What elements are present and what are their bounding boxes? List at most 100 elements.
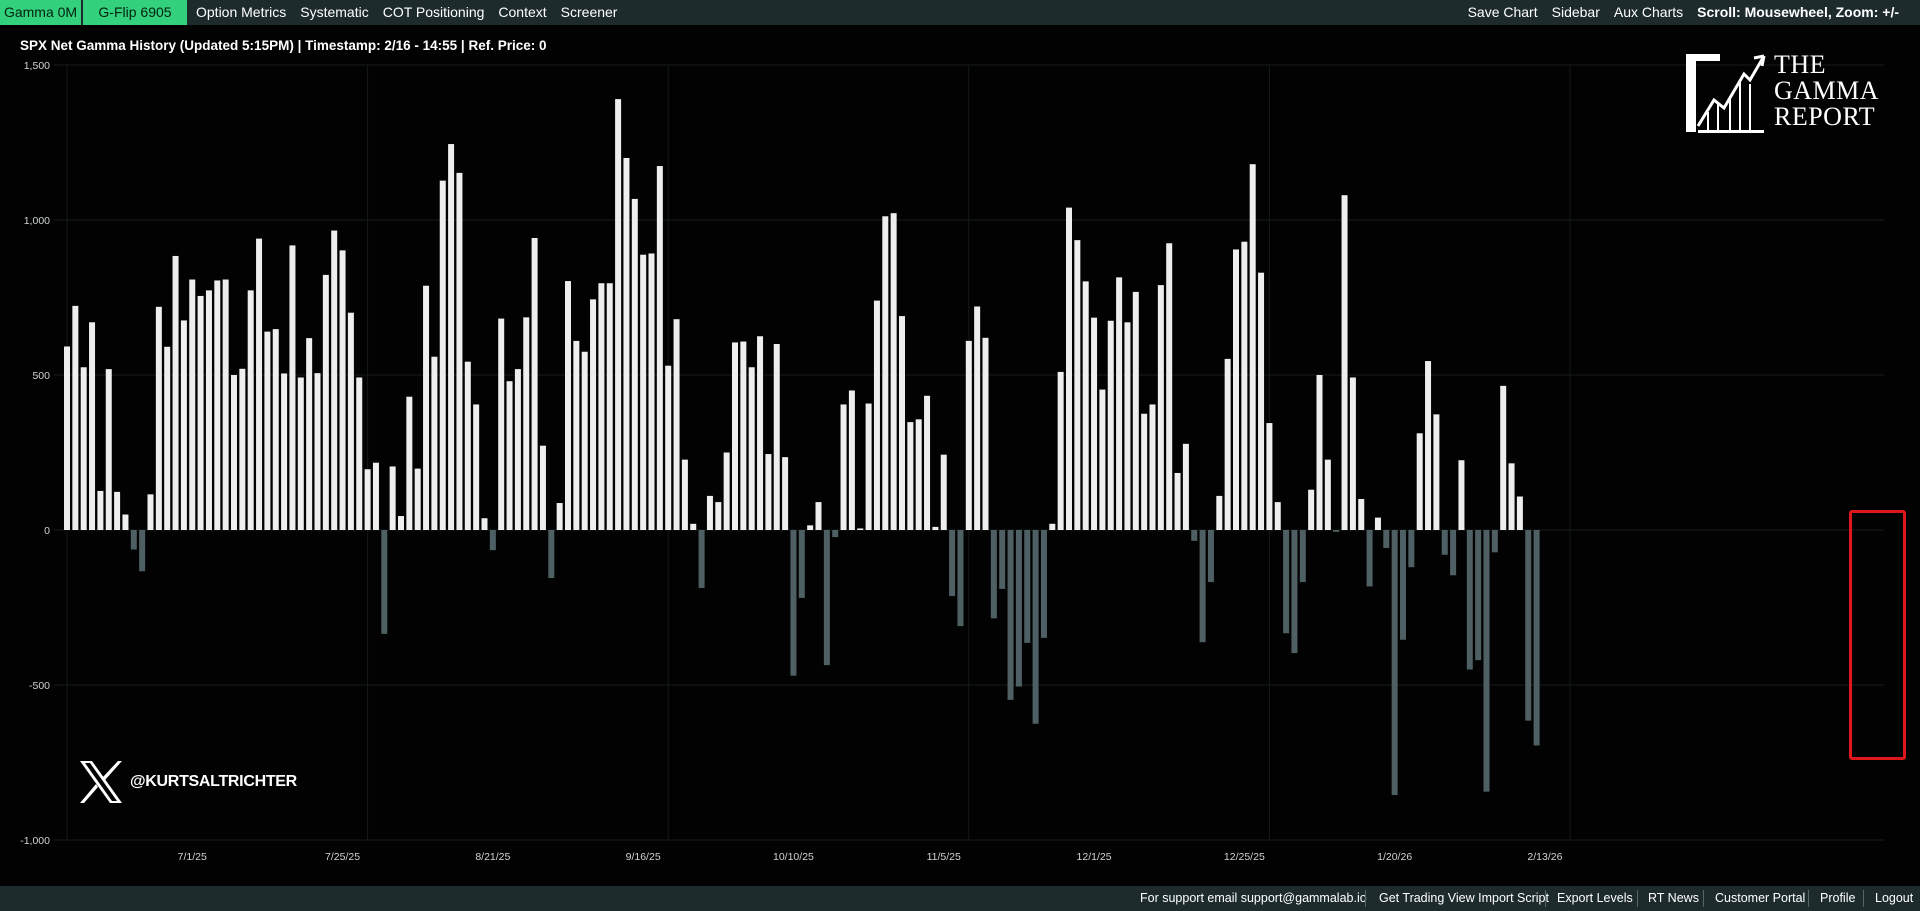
gamma-bar [882,216,889,530]
x-tick-label: 12/25/25 [1224,851,1265,863]
gamma-bar [189,279,196,530]
gamma-bar [1324,459,1331,530]
gamma-bar [782,457,789,530]
gamma-bar [1057,371,1064,530]
gamma-bar-chart[interactable]: 1,500 1,000 500 0 -500 -1,000 7/1/25 7/25/25 8/2… [0,0,1920,886]
menu-screener[interactable]: Screener [560,4,618,20]
gamma-bar [848,390,855,530]
customer-portal-link[interactable]: Customer Portal [1715,891,1806,905]
gamma-bar [590,299,597,530]
gamma-bar [932,526,939,530]
gamma-bar [347,312,354,530]
gamma-bar [431,356,438,530]
gamma-bar [439,180,446,530]
gamma-bar [147,494,154,530]
sidebar-button[interactable]: Sidebar [1551,4,1600,20]
gamma-level-button[interactable]: Gamma 0M [0,0,81,25]
gamma-bar [581,351,588,530]
logo-chart-icon [1686,54,1766,133]
gamma-bar [423,285,430,530]
gamma-bar [1508,463,1515,530]
gamma-bar [339,250,346,530]
x-tick-label: 1/20/26 [1377,851,1412,863]
gamma-bar [89,322,96,530]
support-email-text[interactable]: For support email support@gammalab.io [1140,891,1367,905]
gamma-bar [740,341,747,530]
gamma-bar [840,404,847,530]
gamma-bar [356,377,363,530]
gamma-bar [523,317,530,530]
gamma-bar [1124,322,1131,530]
gamma-bar [899,316,905,530]
gamma-bar [1333,530,1340,532]
gamma-bar [1366,530,1373,587]
gamma-bar [514,369,521,530]
gamma-bar [648,253,655,531]
menu-option-metrics[interactable]: Option Metrics [196,4,287,20]
gamma-bar [364,469,371,530]
gamma-bar [1066,207,1072,530]
gamma-bar [798,530,805,598]
gamma-bar [381,530,388,634]
footer-divider [1637,890,1638,907]
logout-link[interactable]: Logout [1875,891,1914,905]
gamma-bar [531,237,538,531]
gamma-bar [1199,530,1206,643]
gamma-bar [857,528,864,530]
tradingview-script-link[interactable]: Get Trading View Import Script [1379,891,1549,905]
y-tick-label: -500 [29,680,50,692]
gamma-bar [1107,320,1114,530]
top-nav-right: Save Chart Sidebar Aux Charts Scroll: Mo… [1461,0,1906,25]
gamma-bar [1024,530,1031,643]
menu-systematic[interactable]: Systematic [300,4,369,20]
x-tick-label: 7/25/25 [325,851,360,863]
gamma-bar [481,518,488,530]
menu-cot-positioning[interactable]: COT Positioning [382,4,485,20]
gamma-bar [598,283,605,530]
rt-news-link[interactable]: RT News [1648,891,1699,905]
gamma-bar [1349,377,1356,530]
gamma-bar [865,403,872,530]
gamma-bar [1258,272,1265,530]
profile-link[interactable]: Profile [1820,891,1856,905]
gamma-bar [773,344,780,530]
gamma-bar [297,377,304,530]
gamma-bar [1358,499,1365,530]
gamma-bar [1266,423,1273,530]
highlight-box [1849,510,1906,760]
gamma-bar [264,331,271,530]
gamma-bar [723,452,730,530]
gamma-bar [130,530,137,550]
x-tick-label: 8/21/25 [475,851,510,863]
gamma-bar [890,213,897,530]
gamma-bar [1074,240,1081,530]
gamma-bar [389,466,396,530]
gamma-flip-button[interactable]: G-Flip 6905 [83,0,187,25]
gamma-bar [1216,495,1223,530]
gamma-bar [1533,530,1540,746]
footer-divider [1808,890,1809,907]
gamma-bar [631,198,638,531]
menu-context[interactable]: Context [498,4,547,20]
gamma-bar [1132,291,1139,530]
gamma-bar [406,396,413,530]
scroll-zoom-hint: Scroll: Mousewheel, Zoom: +/- [1697,4,1899,20]
gamma-bar [539,445,546,530]
gamma-bar [331,230,338,531]
gamma-bar [698,530,705,588]
gamma-bar [940,454,947,530]
gamma-bar [1316,375,1323,530]
gamma-bar [214,280,221,530]
gamma-bar [732,342,738,530]
gamma-bar [656,166,663,530]
save-chart-button[interactable]: Save Chart [1467,4,1538,20]
gamma-report-logo: THE GAMMA REPORT [1684,52,1884,136]
top-nav-bar: Gamma 0M G-Flip 6905 Option Metrics Syst… [0,0,1920,25]
export-levels-link[interactable]: Export Levels [1557,891,1633,905]
gamma-bar [1475,530,1482,661]
gamma-bar [239,368,246,530]
aux-charts-button[interactable]: Aux Charts [1613,4,1684,20]
gamma-bar [114,491,121,530]
gamma-bar [999,530,1006,589]
gamma-bar [1383,530,1390,548]
